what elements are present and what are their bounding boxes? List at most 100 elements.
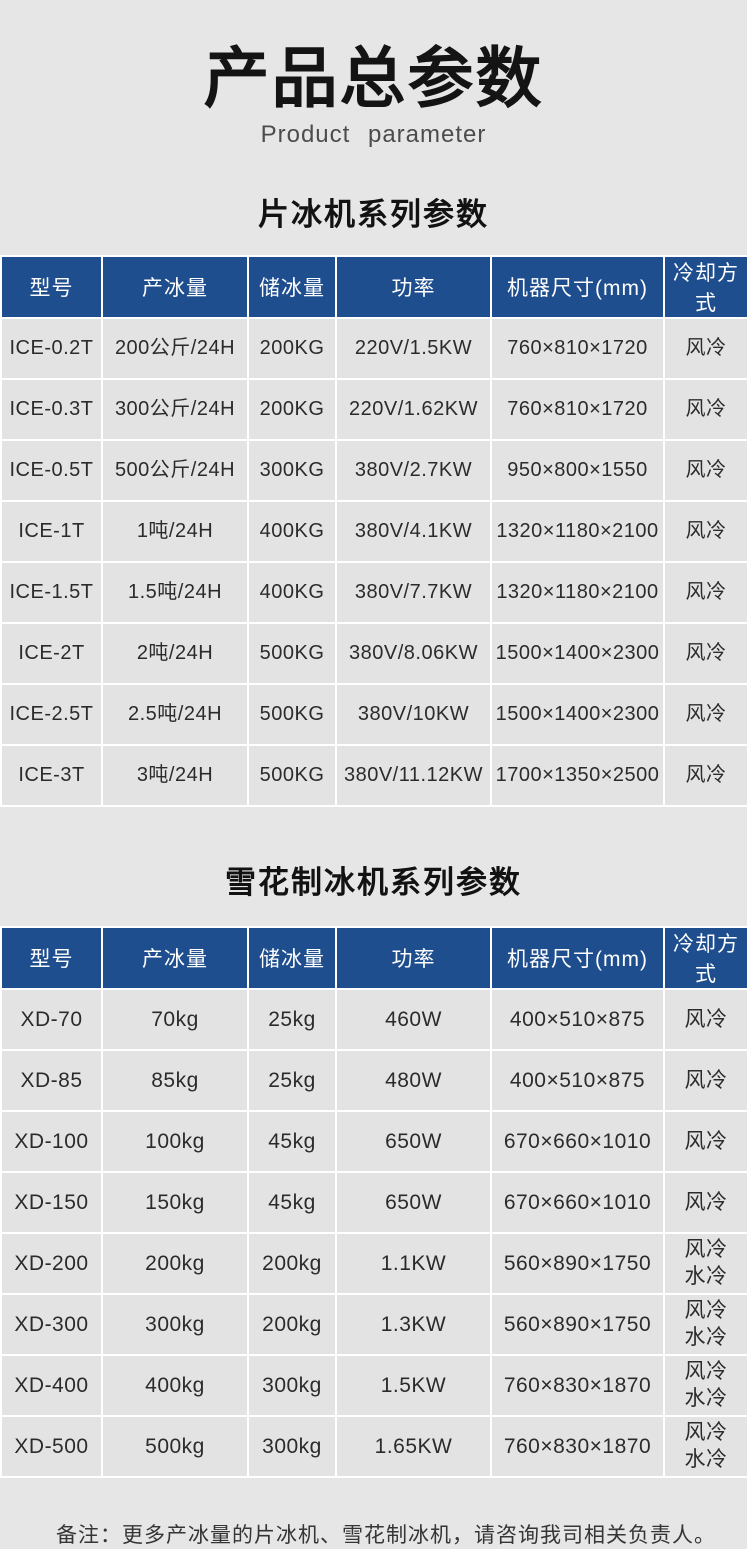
column-header-2: 储冰量 [247,254,337,319]
table-cell: 25kg [247,1048,337,1112]
table-cell: 380V/2.7KW [335,438,492,502]
table-cell: 200KG [247,316,337,380]
table-cell: 1500×1400×2300 [490,682,665,746]
table-header-row: 型号 产冰量 储冰量 功率 机器尺寸(mm) 冷却方式 [0,925,747,990]
table-cell: 760×830×1870 [490,1353,665,1417]
table-cell: 200kg [247,1292,337,1356]
table-cell: 1.65KW [335,1414,492,1478]
table-cell: 400KG [247,560,337,624]
model-cell: ICE-3T [0,743,103,807]
page-subtitle: Product parameter [260,120,487,148]
table-cell: 1吨/24H [101,499,249,563]
table-row: ICE-2.5T 2.5吨/24H 500KG 380V/10KW 1500×1400×… [0,682,747,746]
model-cell: XD-300 [0,1292,103,1356]
table-row: ICE-0.2T 200公斤/24H 200KG 220V/1.5KW 760×810×… [0,316,747,380]
table-cell: 100kg [101,1109,249,1173]
section-heading-flake-ice: 片冰机系列参数 [258,196,489,232]
flake-ice-machine-table: 型号 产冰量 储冰量 功率 机器尺寸(mm) 冷却方式 ICE-0.2T 200公斤/24H… [0,254,747,807]
column-header-4: 机器尺寸(mm) [490,254,665,319]
table-cell: 220V/1.5KW [335,316,492,380]
table-row: XD-100 100kg 45kg 650W 670×660×1010 风冷 [0,1109,747,1173]
table-cell: 380V/4.1KW [335,499,492,563]
table-cell: 风冷 [663,560,747,624]
table-cell: 风冷 [663,1170,747,1234]
table-cell: 300kg [247,1414,337,1478]
column-header-0: 型号 [0,925,103,990]
table-cell: 500公斤/24H [101,438,249,502]
table-cell: 300KG [247,438,337,502]
table-cell: 300公斤/24H [101,377,249,441]
model-cell: ICE-0.2T [0,316,103,380]
table-row: XD-150 150kg 45kg 650W 670×660×1010 风冷 [0,1170,747,1234]
table-cell: 380V/11.12KW [335,743,492,807]
model-cell: XD-200 [0,1231,103,1295]
table-header-row: 型号 产冰量 储冰量 功率 机器尺寸(mm) 冷却方式 [0,254,747,319]
table-cell: 风冷 水冷 [663,1353,747,1417]
column-header-2: 储冰量 [247,925,337,990]
model-cell: XD-100 [0,1109,103,1173]
table-cell: 风冷 水冷 [663,1414,747,1478]
table-row: ICE-1T 1吨/24H 400KG 380V/4.1KW 1320×1180×210… [0,499,747,563]
table-cell: 1320×1180×2100 [490,560,665,624]
model-cell: XD-70 [0,987,103,1051]
table-row: ICE-2T 2吨/24H 500KG 380V/8.06KW 1500×1400×23… [0,621,747,685]
table-cell: 200kg [101,1231,249,1295]
table-cell: 1500×1400×2300 [490,621,665,685]
column-header-3: 功率 [335,254,492,319]
table-cell: 风冷 [663,1048,747,1112]
table-cell: 300kg [101,1292,249,1356]
model-cell: ICE-0.3T [0,377,103,441]
table-cell: 400×510×875 [490,987,665,1051]
table-cell: 1700×1350×2500 [490,743,665,807]
table-cell: 200公斤/24H [101,316,249,380]
table-row: ICE-0.3T 300公斤/24H 200KG 220V/1.62KW 760×810… [0,377,747,441]
table-cell: 风冷 [663,499,747,563]
page-title: 产品总参数 [203,41,544,115]
table-row: ICE-0.5T 500公斤/24H 300KG 380V/2.7KW 950×800×… [0,438,747,502]
table-row: XD-500 500kg 300kg 1.65KW 760×830×1870 风冷 水冷 [0,1414,747,1478]
table-cell: 1320×1180×2100 [490,499,665,563]
table-cell: 480W [335,1048,492,1112]
table-cell: 300kg [247,1353,337,1417]
table-cell: 风冷 水冷 [663,1231,747,1295]
table-cell: 460W [335,987,492,1051]
table-cell: 380V/7.7KW [335,560,492,624]
table-cell: 风冷 [663,1109,747,1173]
table-cell: 1.5吨/24H [101,560,249,624]
model-cell: ICE-1.5T [0,560,103,624]
table-cell: 3吨/24H [101,743,249,807]
table-cell: 500kg [101,1414,249,1478]
table-cell: 风冷 [663,316,747,380]
column-header-0: 型号 [0,254,103,319]
table-cell: 150kg [101,1170,249,1234]
column-header-1: 产冰量 [101,925,249,990]
table-cell: 500KG [247,621,337,685]
table-cell: 风冷 [663,987,747,1051]
column-header-4: 机器尺寸(mm) [490,925,665,990]
product-parameter-sheet: 产品总参数 Product parameter 片冰机系列参数 型号 产冰量 储冰量… [0,41,747,1547]
table-cell: 400×510×875 [490,1048,665,1112]
table-cell: 560×890×1750 [490,1231,665,1295]
table-cell: 1.1KW [335,1231,492,1295]
table-row: XD-300 300kg 200kg 1.3KW 560×890×1750 风冷 水冷 [0,1292,747,1356]
table-row: XD-400 400kg 300kg 1.5KW 760×830×1870 风冷 水冷 [0,1353,747,1417]
model-cell: XD-500 [0,1414,103,1478]
table-cell: 400kg [101,1353,249,1417]
table-row: XD-85 85kg 25kg 480W 400×510×875 风冷 [0,1048,747,1112]
table-row: ICE-3T 3吨/24H 500KG 380V/11.12KW 1700×1350×2… [0,743,747,807]
table-cell: 风冷 水冷 [663,1292,747,1356]
model-cell: ICE-2T [0,621,103,685]
table-cell: 风冷 [663,621,747,685]
table-cell: 500KG [247,743,337,807]
section-heading-snowflake-ice: 雪花制冰机系列参数 [225,864,522,900]
table-cell: 220V/1.62KW [335,377,492,441]
table-cell: 风冷 [663,743,747,807]
table-cell: 560×890×1750 [490,1292,665,1356]
model-cell: ICE-1T [0,499,103,563]
model-cell: ICE-2.5T [0,682,103,746]
table-cell: 500KG [247,682,337,746]
table-cell: 85kg [101,1048,249,1112]
column-header-5: 冷却方式 [663,925,747,990]
table-cell: 1.5KW [335,1353,492,1417]
column-header-5: 冷却方式 [663,254,747,319]
